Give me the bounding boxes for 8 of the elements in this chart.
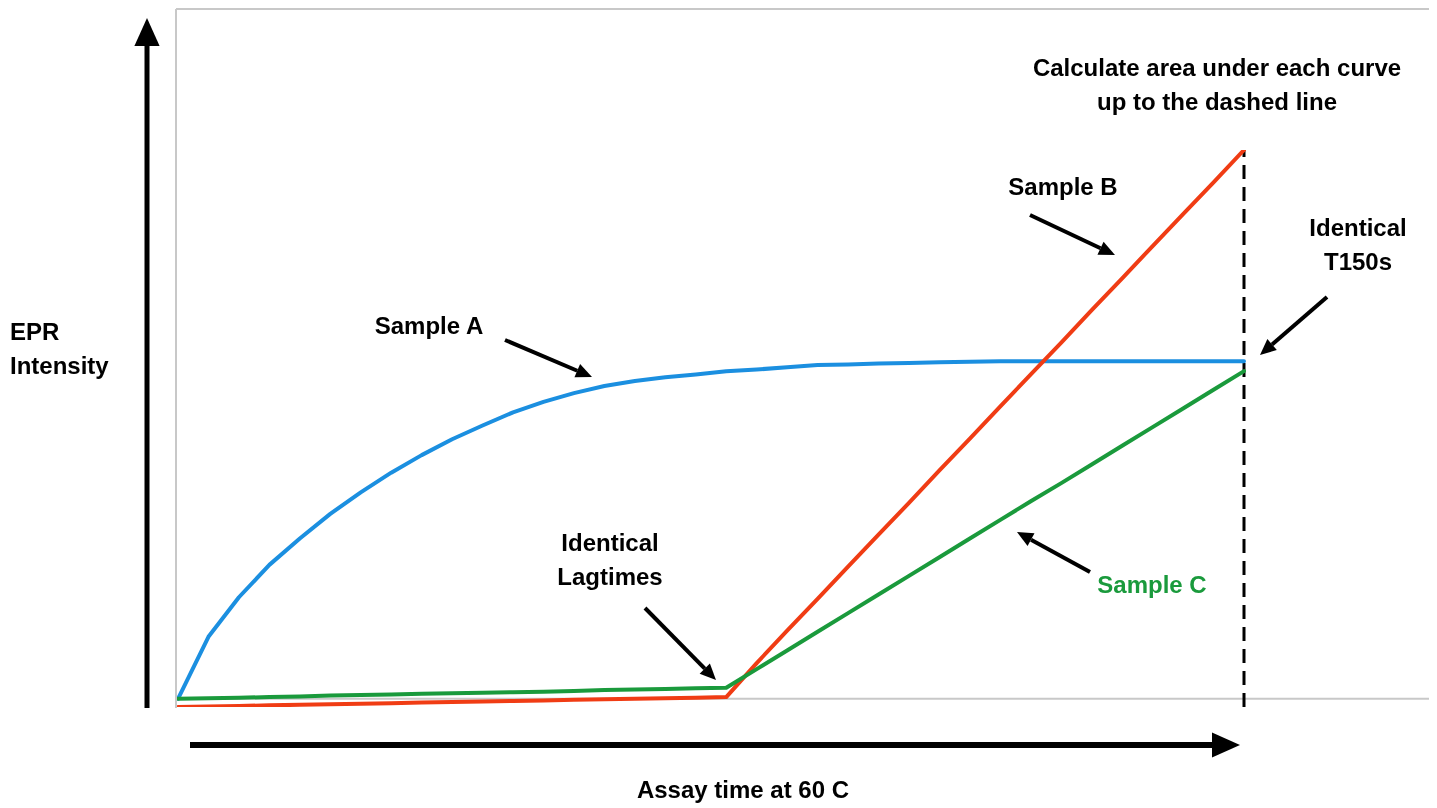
text: Calculate area under each curve up to the dashed line (1031, 53, 1403, 117)
text: Identical T150s (1308, 213, 1408, 277)
y-axis-title: EPR Intensity (10, 317, 110, 381)
text: Sample A (373, 311, 485, 341)
x-axis-title: Assay time at 60 C (635, 775, 851, 805)
text: Sample B (1007, 172, 1119, 202)
annotation: Identical Lagtimes (556, 528, 664, 592)
text: Sample C (1096, 570, 1208, 600)
